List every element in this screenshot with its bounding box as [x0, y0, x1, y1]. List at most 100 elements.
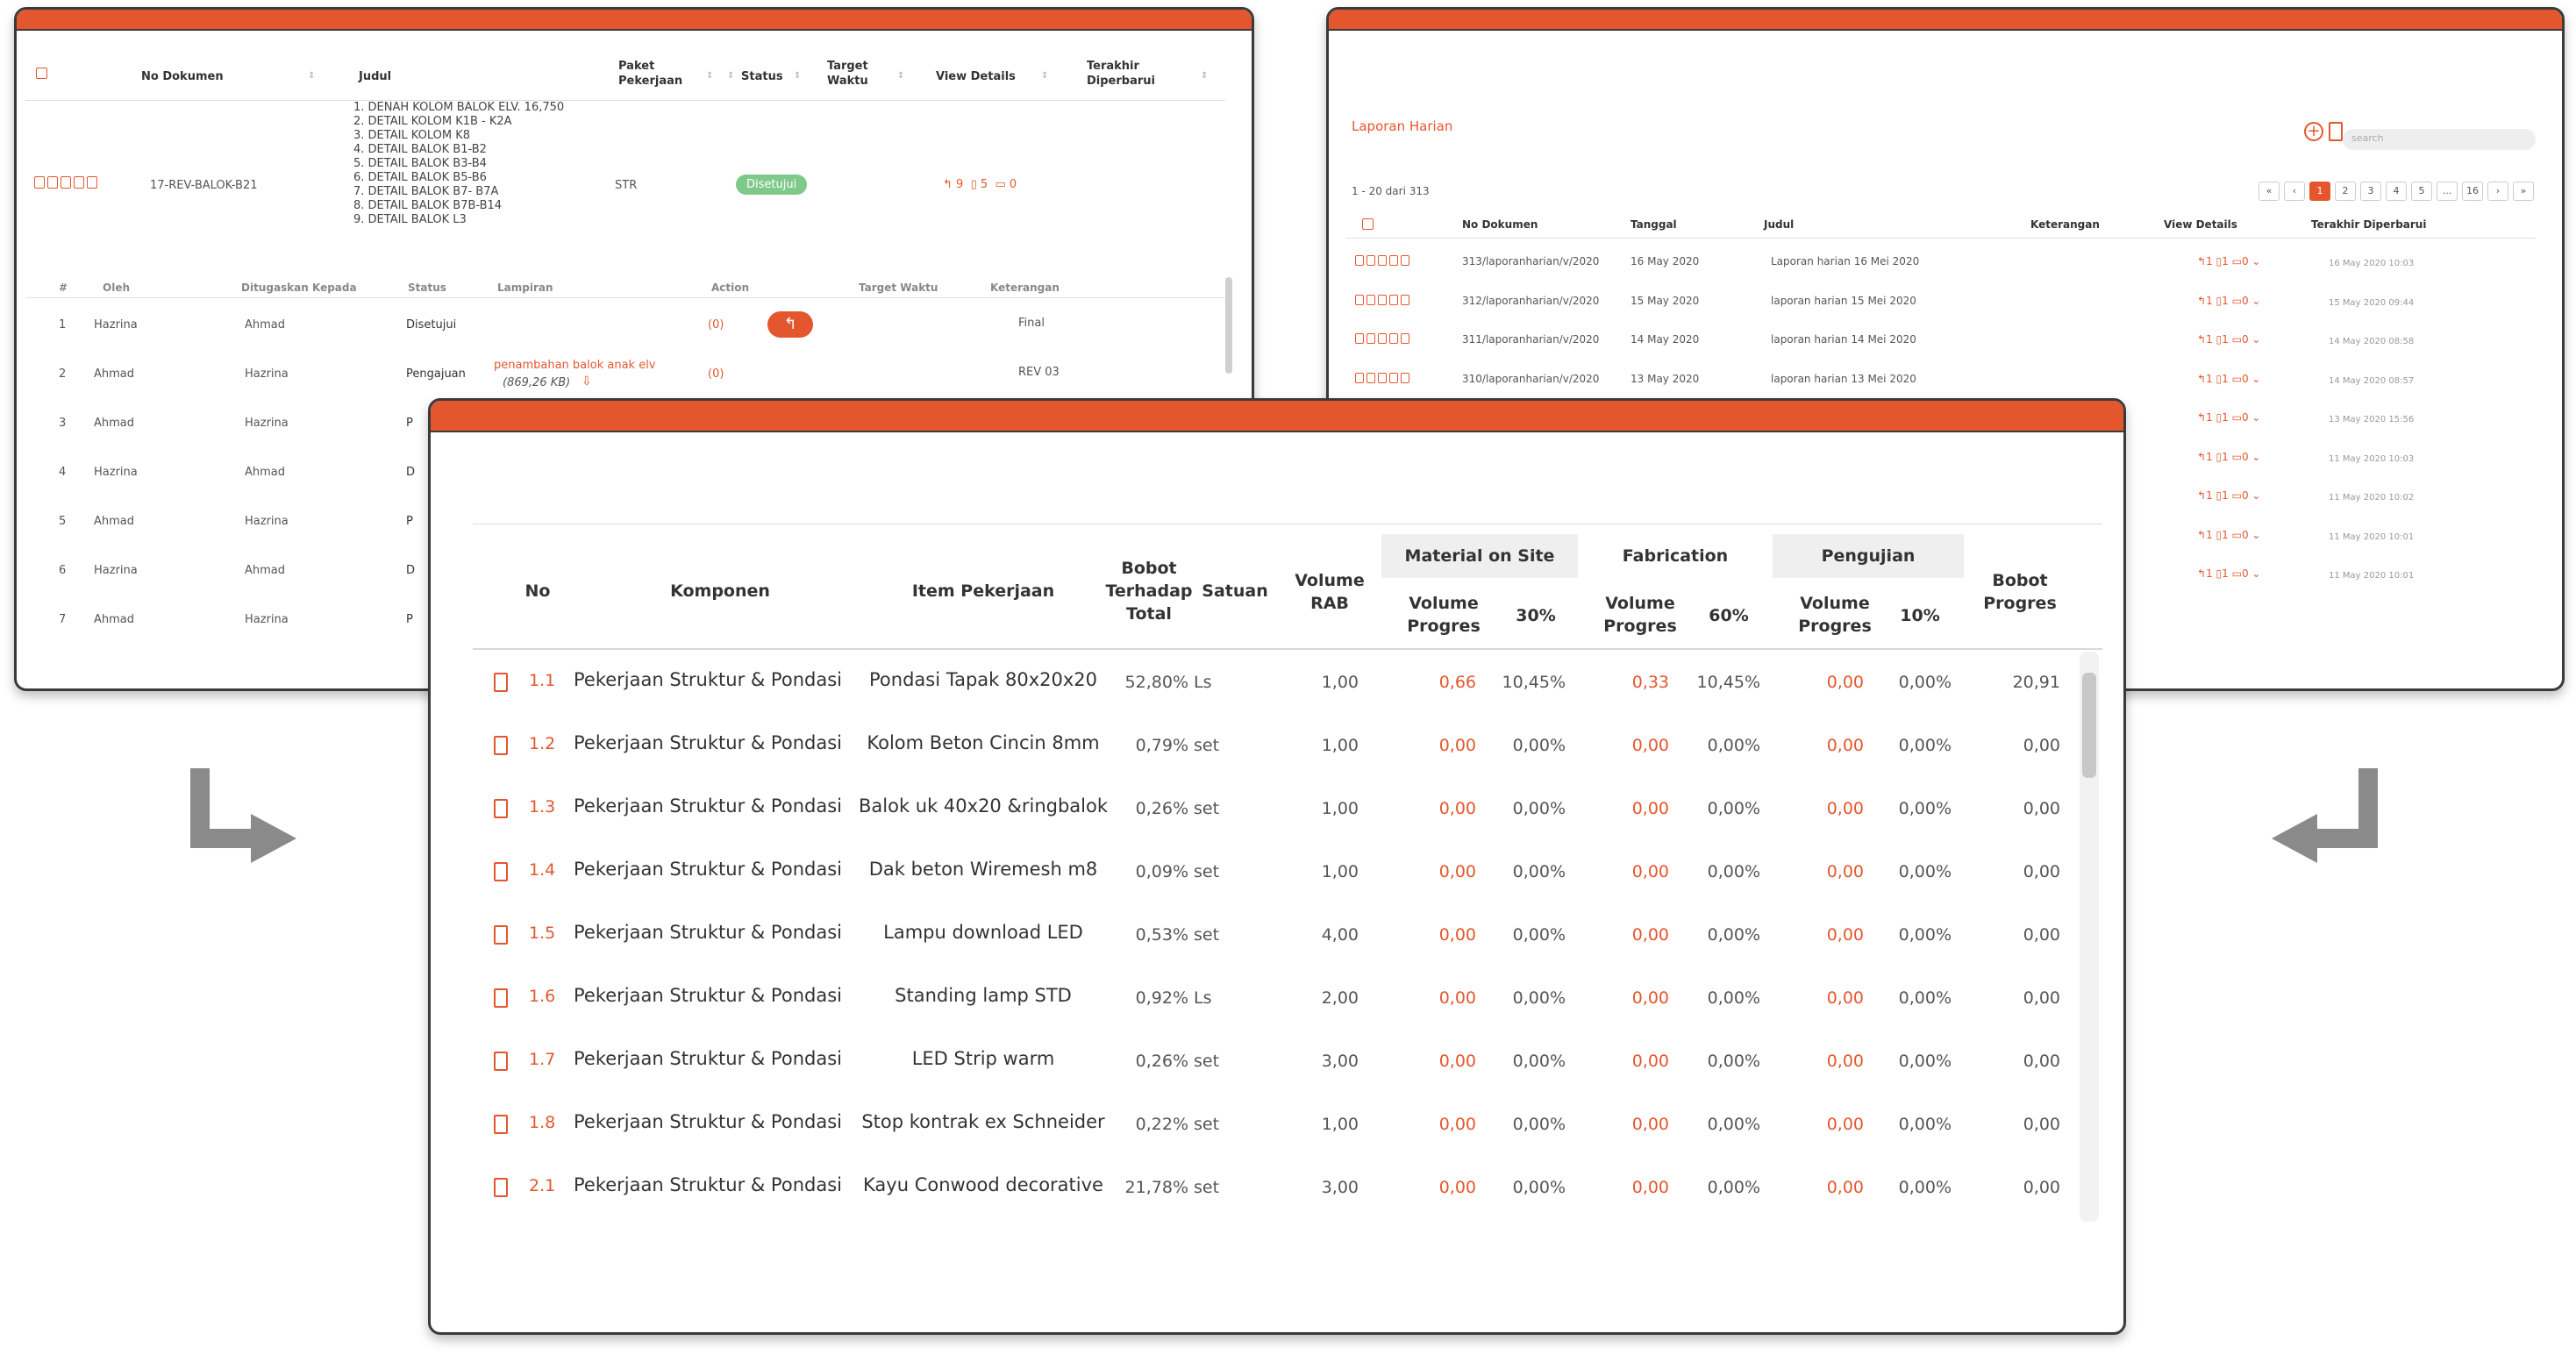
- material-volume[interactable]: 0,00: [1438, 736, 1476, 755]
- material-volume[interactable]: 0,00: [1438, 1115, 1476, 1134]
- sort-icon[interactable]: ⇕: [1201, 71, 1209, 81]
- laporan-row[interactable]: 311/laporanharian/v/2020 14 May 2020 lapor…: [1329, 333, 2562, 360]
- progress-row[interactable]: 1.3 Pekerjaan Struktur & Pondasi Balok uk …: [431, 787, 2071, 831]
- delete-icon[interactable]: [1389, 255, 1398, 266]
- edit-icon[interactable]: [47, 176, 58, 189]
- row-action-icons[interactable]: [34, 176, 97, 189]
- pdf-icon[interactable]: [494, 736, 508, 755]
- row-action-icons[interactable]: [1355, 333, 1409, 344]
- doc-header-5[interactable]: View Details: [936, 70, 1016, 83]
- view-details[interactable]: ↰1 ▯1 ▭0 ⌄: [2197, 333, 2261, 346]
- row-no[interactable]: 1.2: [529, 734, 556, 753]
- checkbox-icon[interactable]: [1355, 333, 1364, 344]
- pengujian-volume[interactable]: 0,00: [1826, 925, 1864, 945]
- laporan-row[interactable]: ↰1 ▯1 ▭0 ⌄ 11 May 2020 10:02: [1329, 489, 2562, 516]
- copy-icon[interactable]: [1378, 294, 1387, 305]
- doc-header-4[interactable]: Target Waktu: [827, 60, 868, 88]
- fabrication-volume[interactable]: 0,33: [1631, 673, 1669, 692]
- laporan-row[interactable]: 313/laporanharian/v/2020 16 May 2020 Lapor…: [1329, 255, 2562, 282]
- laporan-row[interactable]: ↰1 ▯1 ▭0 ⌄ 13 May 2020 15:56: [1329, 411, 2562, 438]
- delete-icon[interactable]: [1389, 294, 1398, 305]
- pengujian-volume[interactable]: 0,00: [1826, 862, 1864, 881]
- material-volume[interactable]: 0,00: [1438, 799, 1476, 818]
- download-icon[interactable]: ⇩: [582, 374, 592, 389]
- view-details[interactable]: ↰1 ▯1 ▭0 ⌄: [2197, 294, 2261, 307]
- chevron-down-icon[interactable]: ⌄: [2251, 294, 2261, 307]
- laporan-row[interactable]: ↰1 ▯1 ▭0 ⌄ 11 May 2020 10:03: [1329, 451, 2562, 477]
- page-button-9[interactable]: ›: [2487, 182, 2508, 201]
- attachment-link[interactable]: penambahan balok anak elv: [494, 359, 656, 372]
- checkbox-icon[interactable]: [1355, 255, 1364, 266]
- sort-icon[interactable]: ⇕: [706, 71, 714, 81]
- pengujian-volume[interactable]: 0,00: [1826, 736, 1864, 755]
- view-details[interactable]: ↰ 9 ▯ 5 ▭ 0: [943, 178, 1017, 191]
- fabrication-volume[interactable]: 0,00: [1631, 1115, 1669, 1134]
- row-no[interactable]: 1.3: [529, 797, 556, 817]
- view-details[interactable]: ↰1 ▯1 ▭0 ⌄: [2197, 411, 2261, 424]
- chevron-down-icon[interactable]: ⌄: [2251, 567, 2261, 580]
- sort-icon[interactable]: ⇕: [897, 71, 905, 81]
- page-button-0[interactable]: «: [2258, 182, 2280, 201]
- sub-row[interactable]: 7 Ahmad Hazrina P: [17, 613, 1252, 648]
- delete-icon[interactable]: [74, 176, 84, 189]
- pdf-icon[interactable]: [494, 799, 508, 818]
- page-button-10[interactable]: »: [2513, 182, 2534, 201]
- material-volume[interactable]: 0,00: [1438, 862, 1476, 881]
- scrollbar[interactable]: [1225, 277, 1232, 374]
- sub-row[interactable]: 6 Hazrina Ahmad D: [17, 564, 1252, 599]
- progress-row[interactable]: 2.1 Pekerjaan Struktur & Pondasi Kayu Conw…: [431, 1166, 2071, 1209]
- doc-header-0[interactable]: No Dokumen: [141, 70, 224, 83]
- chevron-down-icon[interactable]: ⌄: [2251, 333, 2261, 346]
- row-action-icons[interactable]: [1355, 372, 1409, 383]
- row-no[interactable]: 2.1: [529, 1176, 556, 1195]
- progress-row[interactable]: 1.7 Pekerjaan Struktur & Pondasi LED Strip…: [431, 1039, 2071, 1083]
- chevron-down-icon[interactable]: ⌄: [2251, 528, 2261, 541]
- progress-row[interactable]: 1.2 Pekerjaan Struktur & Pondasi Kolom Bet…: [431, 724, 2071, 767]
- material-volume[interactable]: 0,00: [1438, 925, 1476, 945]
- page-button-1[interactable]: ‹: [2284, 182, 2305, 201]
- delete-icon[interactable]: [1389, 333, 1398, 344]
- sub-row[interactable]: 3 Ahmad Hazrina P: [17, 417, 1252, 452]
- select-all-checkbox[interactable]: [1362, 218, 1374, 230]
- row-no[interactable]: 1.8: [529, 1113, 556, 1132]
- chevron-down-icon[interactable]: ⌄: [2251, 489, 2261, 502]
- row-no[interactable]: 1.7: [529, 1050, 556, 1069]
- laporan-header-3[interactable]: Keterangan: [2030, 218, 2100, 231]
- row-no[interactable]: 1.6: [529, 987, 556, 1006]
- delete-icon[interactable]: [1389, 372, 1398, 383]
- page-button-4[interactable]: 3: [2360, 182, 2381, 201]
- fabrication-volume[interactable]: 0,00: [1631, 988, 1669, 1008]
- fabrication-volume[interactable]: 0,00: [1631, 736, 1669, 755]
- scrollbar-thumb[interactable]: [2082, 673, 2096, 778]
- pdf-icon[interactable]: [1401, 255, 1409, 266]
- edit-icon[interactable]: [1366, 372, 1375, 383]
- laporan-header-0[interactable]: No Dokumen: [1462, 218, 1538, 231]
- pdf-icon[interactable]: [1401, 294, 1409, 305]
- edit-icon[interactable]: [1366, 333, 1375, 344]
- doc-header-2[interactable]: Paket Pekerjaan: [618, 60, 683, 88]
- laporan-row[interactable]: ↰1 ▯1 ▭0 ⌄ 11 May 2020 10:01: [1329, 567, 2562, 594]
- view-details[interactable]: ↰1 ▯1 ▭0 ⌄: [2197, 255, 2261, 267]
- page-button-5[interactable]: 4: [2386, 182, 2407, 201]
- pdf-icon[interactable]: [494, 988, 508, 1008]
- laporan-row[interactable]: 310/laporanharian/v/2020 13 May 2020 lapor…: [1329, 372, 2562, 399]
- progress-row[interactable]: 1.1 Pekerjaan Struktur & Pondasi Pondasi T…: [431, 660, 2071, 704]
- sub-row[interactable]: 5 Ahmad Hazrina P: [17, 515, 1252, 550]
- doc-header-6[interactable]: Terakhir Diperbarui: [1087, 60, 1155, 88]
- fabrication-volume[interactable]: 0,00: [1631, 862, 1669, 881]
- pdf-icon[interactable]: [87, 176, 97, 189]
- pengujian-volume[interactable]: 0,00: [1826, 1052, 1864, 1071]
- comment-count[interactable]: (0): [708, 318, 724, 332]
- fabrication-volume[interactable]: 0,00: [1631, 1178, 1669, 1197]
- material-volume[interactable]: 0,00: [1438, 988, 1476, 1008]
- material-volume[interactable]: 0,66: [1438, 673, 1476, 692]
- view-details[interactable]: ↰1 ▯1 ▭0 ⌄: [2197, 528, 2261, 541]
- reply-button[interactable]: ↰: [767, 311, 813, 338]
- material-volume[interactable]: 0,00: [1438, 1178, 1476, 1197]
- chevron-down-icon[interactable]: ⌄: [2251, 372, 2261, 385]
- progress-row[interactable]: 1.4 Pekerjaan Struktur & Pondasi Dak beton…: [431, 850, 2071, 894]
- pdf-icon[interactable]: [494, 673, 508, 692]
- laporan-header-1[interactable]: Tanggal: [1631, 218, 1677, 231]
- copy-icon[interactable]: [1378, 255, 1387, 266]
- laporan-row[interactable]: ↰1 ▯1 ▭0 ⌄ 11 May 2020 10:01: [1329, 529, 2562, 555]
